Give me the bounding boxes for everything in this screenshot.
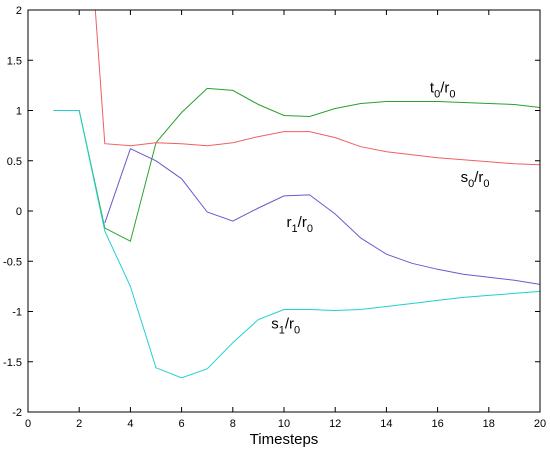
series-line-s1 — [53, 110, 540, 379]
series-label-layer: t0/r0 s0/r0 r1/r0 s1/r0 — [271, 79, 489, 336]
series-line-t0 — [53, 87, 540, 242]
series-label-s1: s1/r0 — [271, 316, 300, 337]
series-label-t0: t0/r0 — [430, 79, 456, 100]
plot-frame — [27, 9, 541, 413]
x-tick-label: 20 — [534, 418, 546, 430]
x-axis-title: Timesteps — [250, 431, 319, 448]
y-tick-label: 2 — [16, 5, 22, 17]
x-tick-label: 0 — [25, 418, 31, 430]
y-tick-label: -2 — [12, 407, 22, 419]
series-line-s0 — [94, 10, 540, 166]
x-tick-label: 18 — [483, 418, 495, 430]
series-layer — [53, 10, 540, 379]
x-tick-label: 12 — [329, 418, 341, 430]
series-label-s0: s0/r0 — [461, 169, 490, 190]
x-tick-label: 4 — [127, 418, 133, 430]
y-tick-label: -1.5 — [3, 357, 22, 369]
y-tick-label: 1 — [16, 106, 22, 118]
x-tick-label: 2 — [76, 418, 82, 430]
y-tick-label: -1 — [12, 307, 22, 319]
series-line-r1 — [104, 148, 540, 285]
series-label-r1: r1/r0 — [287, 214, 313, 235]
x-tick-label: 6 — [179, 418, 185, 430]
x-tick-label: 14 — [380, 418, 392, 430]
y-tick-label: 0.5 — [7, 156, 22, 168]
x-tick-label: 16 — [431, 418, 443, 430]
y-tick-label: 0 — [16, 206, 22, 218]
y-tick-label: 1.5 — [7, 55, 22, 67]
axes-layer: 0 2 4 6 8 10 12 14 16 18 20 2 1.5 1 0.5 0 -0.5 -1 -1.5 -2 — [3, 5, 546, 430]
x-tick-label: 8 — [230, 418, 236, 430]
y-tick-label: -0.5 — [3, 256, 22, 268]
x-tick-label: 10 — [278, 418, 290, 430]
